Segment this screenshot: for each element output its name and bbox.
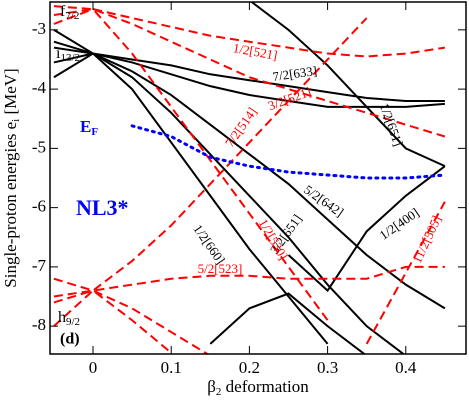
level-line [53, 265, 445, 298]
level-line [53, 46, 446, 310]
shell-label-sub: 9/2 [66, 316, 80, 328]
level-line [53, 289, 172, 354]
y-axis-label-sub: i [10, 119, 22, 122]
y-tick-label: -8 [32, 315, 46, 334]
shell-label: h9/2 [58, 309, 80, 328]
level-line [250, 2, 446, 168]
shell-label-main: f [60, 3, 66, 20]
level-label: 7/2[514] [222, 104, 260, 149]
x-tick-label: 0 [89, 358, 98, 377]
x-tick-label: 0.2 [239, 358, 260, 377]
y-tick-label: -3 [32, 19, 46, 38]
fermi-label: EF [80, 117, 98, 138]
panel-label: (d) [60, 331, 80, 348]
y-tick-label: -4 [32, 78, 47, 97]
shell-label-sub: 7/2 [65, 10, 79, 22]
x-tick-label: 0.3 [317, 358, 338, 377]
x-axis-label-sub: 2 [216, 386, 222, 398]
y-tick-label: -5 [32, 137, 46, 156]
level-line [53, 40, 406, 354]
level-line [53, 277, 210, 354]
plot-frame [49, 1, 467, 355]
x-axis-label-main: β [207, 377, 216, 396]
level-label: 5/2[523] [198, 261, 243, 276]
level-label: 1/2[651] [377, 101, 406, 148]
level-line [53, 52, 445, 102]
level-label: 1/2[521] [232, 40, 279, 63]
level-label: 7/2[633] [272, 63, 318, 84]
level-line [53, 5, 329, 321]
level-line [53, 8, 446, 138]
level-line [53, 28, 329, 345]
shell-label: i13/2 [56, 45, 80, 64]
level-line [209, 292, 367, 354]
level-line [287, 165, 446, 293]
level-label: 3/2[521] [266, 84, 313, 113]
y-tick-label: -7 [32, 256, 47, 275]
x-axis-label: β2 deformation [207, 377, 309, 398]
x-axis-label-rest: deformation [221, 377, 309, 396]
level-line [53, 17, 368, 304]
y-axis-label-rest: [MeV] [1, 68, 20, 119]
y-axis-label-main: Single-proton energies e [1, 122, 20, 288]
shell-label-sub: 13/2 [60, 52, 80, 64]
fermi-label-sub: F [91, 126, 98, 138]
shell-label: f7/2 [60, 3, 79, 22]
level-line [130, 124, 447, 180]
y-axis-label: Single-proton energies ei [MeV] [1, 68, 22, 287]
level-line [53, 52, 445, 108]
shell-label-main: h [58, 309, 66, 326]
level-line [53, 8, 446, 58]
x-tick-label: 0.1 [161, 358, 182, 377]
x-tick-label: 0.4 [395, 358, 417, 377]
level-label: 1/2[400] [376, 205, 421, 243]
fermi-label-main: E [80, 117, 91, 136]
y-tick-label: -6 [32, 197, 46, 216]
model-label: NL3* [76, 195, 129, 220]
level-label: 1/2[660] [190, 221, 228, 266]
shell-label-main: i [56, 45, 61, 62]
